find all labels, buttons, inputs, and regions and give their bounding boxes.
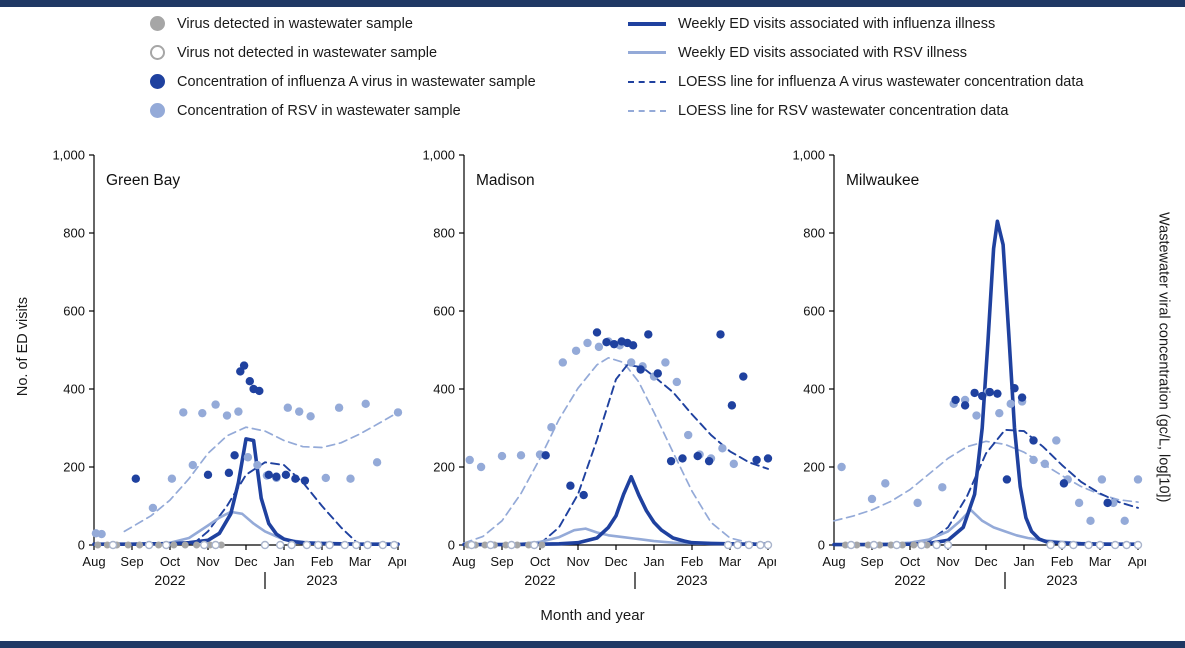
svg-text:Mar: Mar: [719, 554, 742, 569]
svg-text:2023: 2023: [1046, 572, 1077, 588]
influenza-concentration-icon: [150, 74, 165, 89]
legend-label: Virus detected in wastewater sample: [177, 15, 413, 32]
svg-text:Dec: Dec: [974, 554, 998, 569]
panel-madison: 0 200 400 600 800 1,000 Aug Sep Oct Nov Dec Jan Feb M…: [406, 137, 779, 602]
svg-text:200: 200: [63, 460, 85, 475]
virus-detected-icon: [150, 16, 165, 31]
svg-text:600: 600: [803, 304, 825, 319]
svg-text:200: 200: [433, 460, 455, 475]
svg-text:Jan: Jan: [274, 554, 295, 569]
svg-text:Sep: Sep: [490, 554, 513, 569]
svg-text:Sep: Sep: [860, 554, 883, 569]
y-axis-label-right-text: Wastewater viral concentration (gc/L, lo…: [1155, 211, 1172, 503]
svg-text:Nov: Nov: [936, 554, 960, 569]
legend-marker-column: Virus detected in wastewater sample Viru…: [150, 13, 628, 121]
x-axis-label: Month and year: [540, 607, 645, 624]
legend-label: Concentration of RSV in wastewater sampl…: [177, 102, 461, 119]
svg-text:Aug: Aug: [82, 554, 105, 569]
legend-item-influenza-loess: LOESS line for influenza A virus wastewa…: [628, 71, 1083, 92]
svg-text:2023: 2023: [306, 572, 337, 588]
y-axis-label-left-text: No. of ED visits: [15, 297, 31, 397]
panel-title: Milwaukee: [846, 172, 919, 189]
legend-label: Weekly ED visits associated with RSV ill…: [678, 44, 968, 61]
svg-text:800: 800: [803, 226, 825, 241]
svg-text:800: 800: [433, 226, 455, 241]
bottom-accent-bar: [0, 641, 1185, 648]
svg-text:2023: 2023: [676, 572, 707, 588]
virus-not-detected-icon: [150, 45, 165, 60]
rsv-loess-line-icon: [628, 109, 666, 112]
rsv-ed-line-icon: [628, 51, 666, 54]
legend-line-column: Weekly ED visits associated with influen…: [628, 13, 1083, 121]
svg-text:0: 0: [78, 538, 85, 553]
svg-text:Dec: Dec: [604, 554, 628, 569]
svg-text:1,000: 1,000: [52, 148, 85, 163]
svg-text:Sep: Sep: [120, 554, 143, 569]
svg-text:Jan: Jan: [644, 554, 665, 569]
chart-svg-0: 0 200 400 600 800 1,000 Aug Sep Oct Nov Dec Jan Feb M…: [52, 148, 409, 589]
legend-item-rsv-concentration: Concentration of RSV in wastewater sampl…: [150, 100, 628, 121]
svg-text:Mar: Mar: [1089, 554, 1112, 569]
y-axis-label-right: Wastewater viral concentration (gc/L, lo…: [1146, 137, 1181, 577]
panel-milwaukee: 0 200 400 600 800 1,000 Aug Sep Oct Nov Dec Jan Feb M…: [776, 137, 1149, 602]
svg-text:Feb: Feb: [1051, 554, 1073, 569]
svg-text:400: 400: [803, 382, 825, 397]
svg-text:Feb: Feb: [311, 554, 333, 569]
svg-text:2022: 2022: [154, 572, 185, 588]
panel-title: Green Bay: [106, 172, 180, 189]
svg-text:400: 400: [63, 382, 85, 397]
legend-item-rsv-loess: LOESS line for RSV wastewater concentrat…: [628, 100, 1083, 121]
svg-text:200: 200: [803, 460, 825, 475]
svg-text:400: 400: [433, 382, 455, 397]
svg-text:Apr: Apr: [388, 554, 406, 569]
panel-green-bay: 0 200 400 600 800 1,000 Aug Sep Oct Nov Dec Jan Feb M…: [36, 137, 409, 602]
svg-text:Dec: Dec: [234, 554, 258, 569]
svg-text:2022: 2022: [894, 572, 925, 588]
legend-label: LOESS line for influenza A virus wastewa…: [678, 73, 1084, 90]
charts-row: No. of ED visits 0 200 400 600 800 1,000 Aug Se…: [10, 137, 1181, 602]
legend-item-influenza-ed-visits: Weekly ED visits associated with influen…: [628, 13, 1083, 34]
svg-text:Apr: Apr: [758, 554, 776, 569]
legend: Virus detected in wastewater sample Viru…: [150, 13, 1083, 121]
svg-text:Jan: Jan: [1014, 554, 1035, 569]
legend-label: Weekly ED visits associated with influen…: [678, 15, 996, 32]
legend-item-influenza-concentration: Concentration of influenza A virus in wa…: [150, 71, 628, 92]
svg-text:Aug: Aug: [822, 554, 845, 569]
svg-text:Aug: Aug: [452, 554, 475, 569]
rsv-concentration-icon: [150, 103, 165, 118]
chart-svg-2: 0 200 400 600 800 1,000 Aug Sep Oct Nov Dec Jan Feb M…: [792, 148, 1149, 589]
svg-text:Oct: Oct: [900, 554, 921, 569]
svg-text:1,000: 1,000: [422, 148, 455, 163]
svg-text:Mar: Mar: [349, 554, 372, 569]
panel-title: Madison: [476, 172, 535, 189]
svg-text:Oct: Oct: [160, 554, 181, 569]
svg-text:Nov: Nov: [196, 554, 220, 569]
influenza-loess-line-icon: [628, 80, 666, 83]
svg-text:0: 0: [448, 538, 455, 553]
top-accent-bar: [0, 0, 1185, 7]
influenza-ed-line-icon: [628, 21, 666, 26]
svg-text:600: 600: [63, 304, 85, 319]
svg-text:0: 0: [818, 538, 825, 553]
svg-text:800: 800: [63, 226, 85, 241]
legend-label: Concentration of influenza A virus in wa…: [177, 73, 536, 90]
svg-text:Nov: Nov: [566, 554, 590, 569]
legend-label: LOESS line for RSV wastewater concentrat…: [678, 102, 1009, 119]
legend-label: Virus not detected in wastewater sample: [177, 44, 438, 61]
svg-text:600: 600: [433, 304, 455, 319]
legend-item-virus-not-detected: Virus not detected in wastewater sample: [150, 42, 628, 63]
svg-text:Feb: Feb: [681, 554, 703, 569]
legend-item-virus-detected: Virus detected in wastewater sample: [150, 13, 628, 34]
y-axis-label-left: No. of ED visits: [10, 137, 36, 557]
svg-text:1,000: 1,000: [792, 148, 825, 163]
svg-text:2022: 2022: [524, 572, 555, 588]
legend-item-rsv-ed-visits: Weekly ED visits associated with RSV ill…: [628, 42, 1083, 63]
chart-svg-1: 0 200 400 600 800 1,000 Aug Sep Oct Nov Dec Jan Feb M…: [422, 148, 779, 589]
svg-text:Oct: Oct: [530, 554, 551, 569]
svg-text:Apr: Apr: [1128, 554, 1146, 569]
